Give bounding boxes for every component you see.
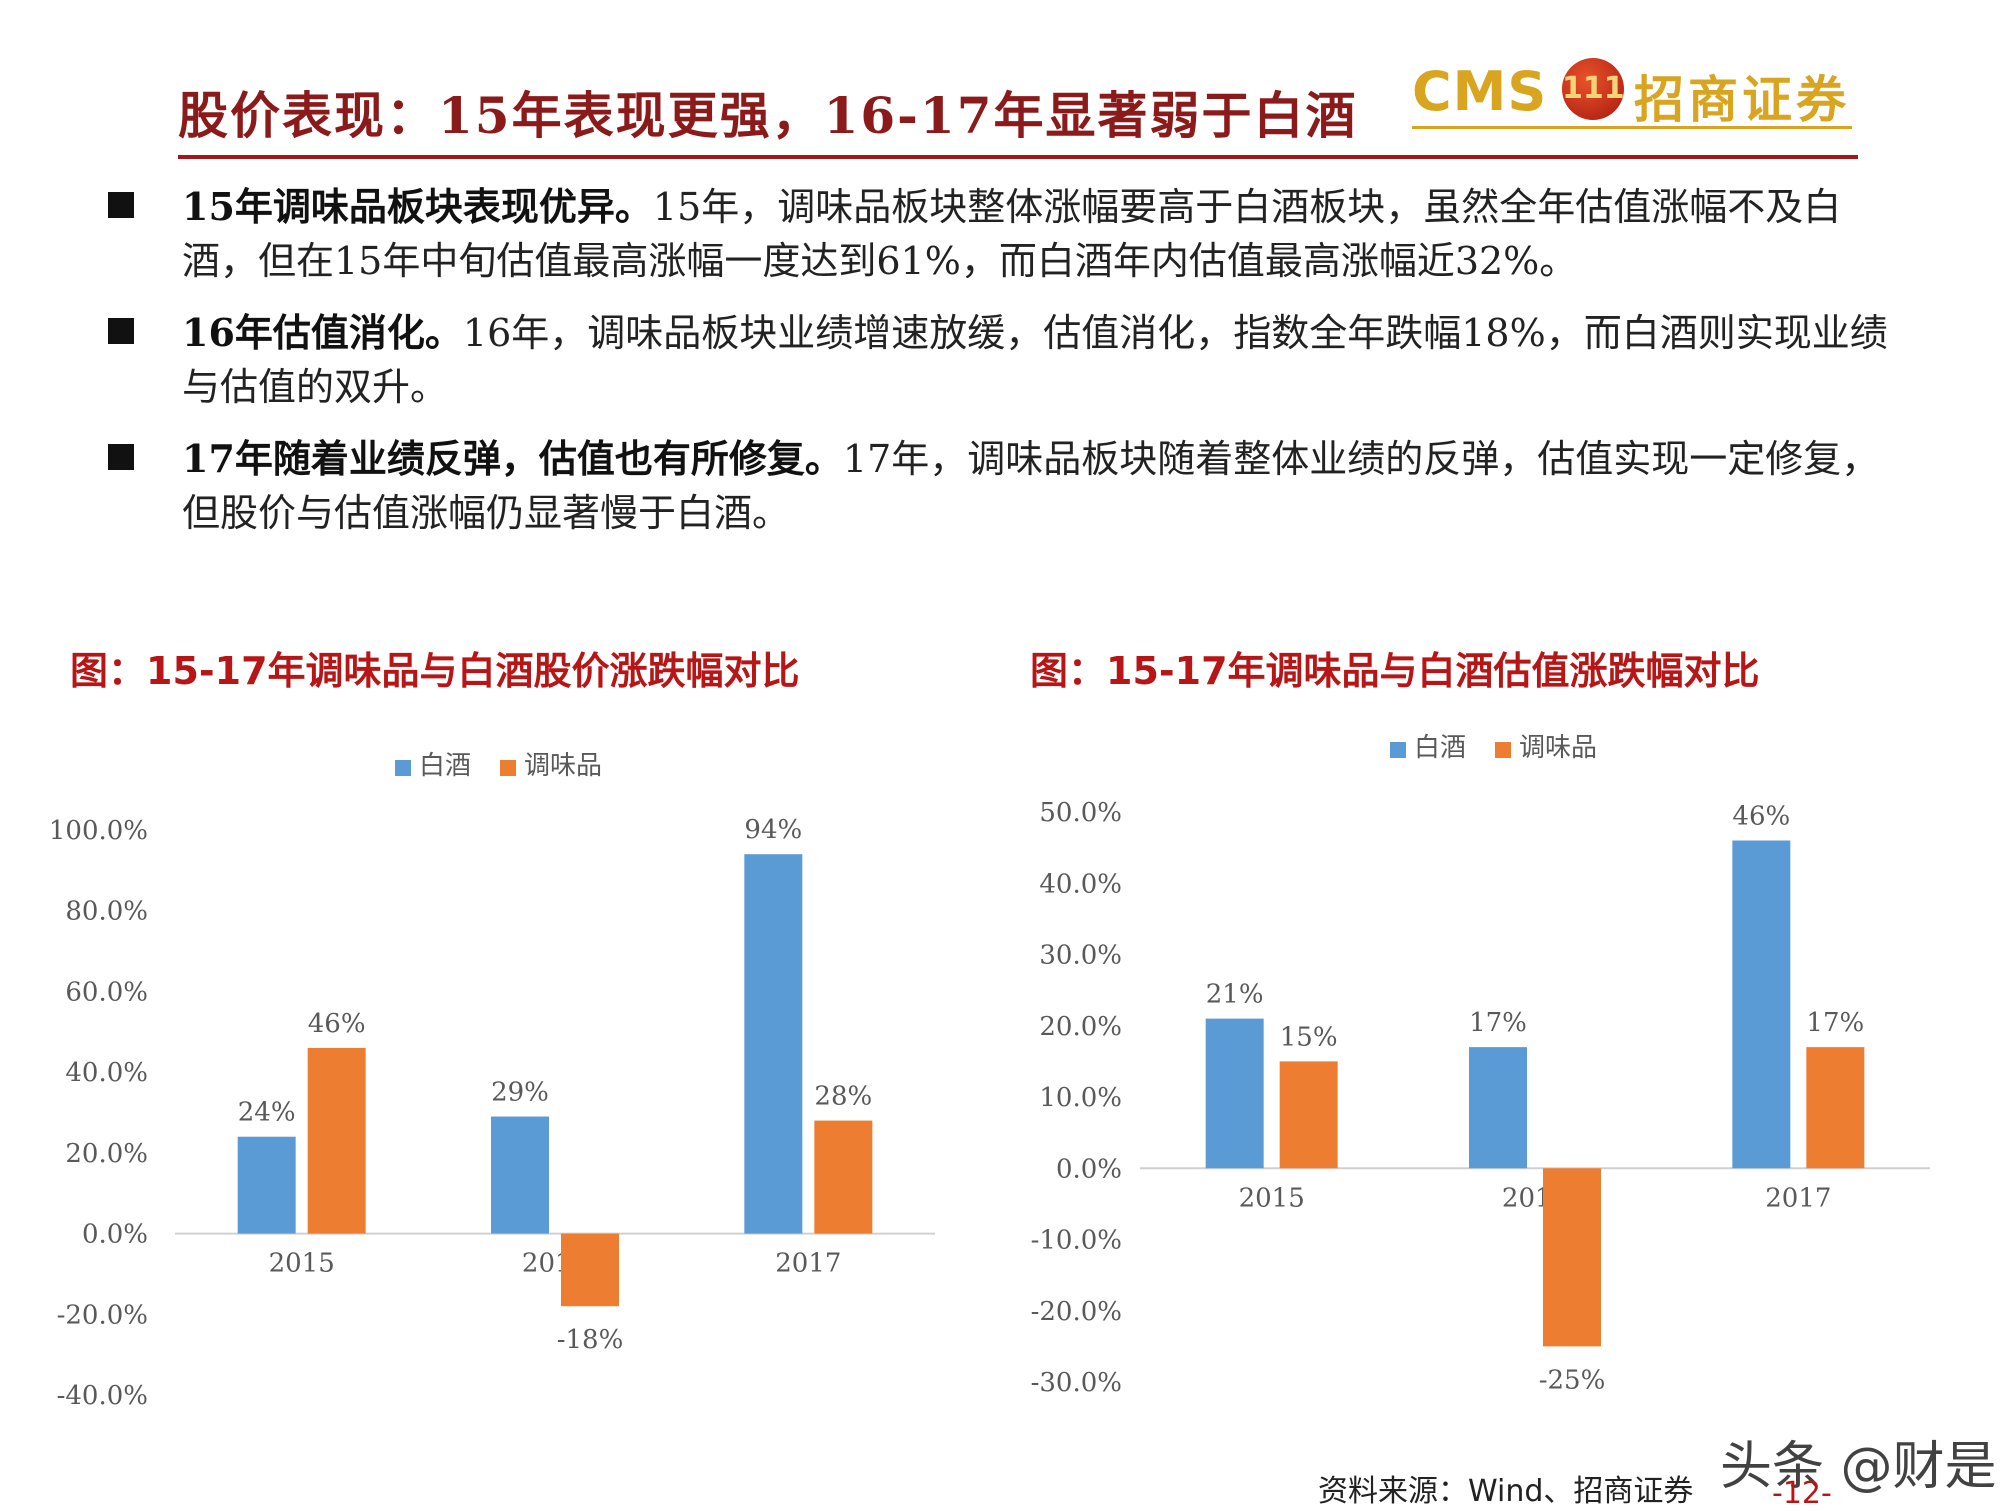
legend-label: 白酒 <box>419 751 471 781</box>
bullet-lead: 15年调味品板块表现优异。 <box>182 184 653 229</box>
square-bullet-icon <box>108 318 134 344</box>
data-label: 29% <box>491 1078 549 1108</box>
data-label: 21% <box>1206 980 1264 1010</box>
data-label: -18% <box>557 1325 624 1355</box>
legend-label: 调味品 <box>524 751 602 781</box>
page-number: -12- <box>1772 1476 1832 1511</box>
x-tick-label: 2017 <box>775 1249 841 1279</box>
y-tick-label: 80.0% <box>65 897 148 927</box>
data-label: 24% <box>238 1098 296 1128</box>
x-tick-label: 2017 <box>1765 1183 1831 1213</box>
bullet-body: 15年，调味品板块整体涨幅要高于白酒板块，虽然全年估值涨幅不及白酒，但在15年中… <box>182 185 1842 283</box>
data-label: 28% <box>814 1082 872 1112</box>
data-label: 46% <box>1732 802 1790 832</box>
bar <box>1279 1061 1338 1169</box>
y-tick-label: 40.0% <box>1039 869 1122 899</box>
logo-company-name: 招商证券 <box>1634 70 1850 129</box>
bar <box>1205 1018 1264 1169</box>
y-tick-label: 40.0% <box>65 1058 148 1088</box>
source-note: 资料来源：Wind、招商证券 <box>1318 1474 1694 1509</box>
bullet-body: 17年，调味品板块随着整体业绩的反弹，估值实现一定修复，但股价与估值涨幅仍显著慢… <box>182 437 1880 535</box>
data-label: 15% <box>1280 1022 1338 1052</box>
cms-logo: CMS 111 招商证券 <box>1412 56 1852 129</box>
bullet-item: 17年随着业绩反弹，估值也有所修复。17年，调味品板块随着整体业绩的反弹，估值实… <box>108 432 1908 540</box>
bar <box>1806 1047 1865 1169</box>
data-label: 94% <box>744 815 802 845</box>
square-bullet-icon <box>108 192 134 218</box>
title-divider <box>178 155 1858 159</box>
y-tick-label: 0.0% <box>82 1220 148 1250</box>
bullet-body: 16年，调味品板块业绩增速放缓，估值消化，指数全年跌幅18%，而白酒则实现业绩与… <box>182 311 1888 409</box>
bar <box>491 1116 549 1234</box>
y-tick-label: -40.0% <box>57 1381 148 1411</box>
data-label: 17% <box>1469 1008 1527 1038</box>
y-tick-label: 30.0% <box>1039 941 1122 971</box>
bar <box>1732 840 1791 1169</box>
y-tick-label: -20.0% <box>1031 1297 1122 1327</box>
logo-cms-text: CMS <box>1412 60 1548 123</box>
bullet-list: 15年调味品板块表现优异。15年，调味品板块整体涨幅要高于白酒板块，虽然全年估值… <box>108 180 1908 558</box>
bullet-lead: 17年随着业绩反弹，估值也有所修复。 <box>182 436 843 481</box>
y-tick-label: 50.0% <box>1039 798 1122 828</box>
y-tick-label: 20.0% <box>65 1139 148 1169</box>
data-label: 46% <box>308 1009 366 1039</box>
x-tick-label: 2015 <box>269 1249 335 1279</box>
bullet-lead: 16年估值消化。 <box>182 310 463 355</box>
chart-title-price: 图：15-17年调味品与白酒股价涨跌幅对比 <box>70 649 800 693</box>
y-tick-label: 20.0% <box>1039 1012 1122 1042</box>
price-change-chart: 白酒 调味品 100.0% 80.0% 60.0% 40.0% 20.0% 0.0% -20.0… <box>49 751 935 1411</box>
y-tick-label: 100.0% <box>49 816 148 846</box>
y-tick-label: -30.0% <box>1031 1368 1122 1398</box>
square-bullet-icon <box>108 444 134 470</box>
bar <box>1469 1047 1527 1169</box>
data-label: -25% <box>1539 1365 1606 1395</box>
y-tick-label: 60.0% <box>65 977 148 1007</box>
y-tick-label: -10.0% <box>1031 1226 1122 1256</box>
valuation-change-chart: 白酒 调味品 50.0% 40.0% 30.0% 20.0% 10.0% 0.0% -10.0%… <box>1031 733 1930 1398</box>
y-tick-label: 0.0% <box>1056 1154 1122 1184</box>
bullet-item: 16年估值消化。16年，调味品板块业绩增速放缓，估值消化，指数全年跌幅18%，而… <box>108 306 1908 414</box>
data-label: 17% <box>1806 1008 1864 1038</box>
bar <box>561 1233 619 1307</box>
y-tick-label: 10.0% <box>1039 1083 1122 1113</box>
bar <box>237 1136 296 1234</box>
x-tick-label: 2015 <box>1239 1183 1305 1213</box>
legend-swatch <box>1495 742 1511 758</box>
legend-swatch <box>395 760 411 776</box>
legend-swatch <box>500 760 516 776</box>
y-tick-label: -20.0% <box>57 1300 148 1330</box>
legend-label: 调味品 <box>1519 733 1597 763</box>
logo-badge-icon: 111 <box>1562 58 1625 120</box>
slide-title: 股价表现：15年表现更强，16-17年显著弱于白酒 <box>178 86 1358 145</box>
bar <box>814 1120 873 1234</box>
watermark: 头条 @财是 <box>1720 1437 1997 1497</box>
bar <box>1543 1168 1601 1347</box>
bullet-item: 15年调味品板块表现优异。15年，调味品板块整体涨幅要高于白酒板块，虽然全年估值… <box>108 180 1908 288</box>
legend-label: 白酒 <box>1414 733 1466 763</box>
bar <box>744 854 803 1234</box>
chart-title-valuation: 图：15-17年调味品与白酒估值涨跌幅对比 <box>1030 649 1760 693</box>
legend-swatch <box>1390 742 1406 758</box>
bar <box>307 1047 366 1234</box>
logo-underline <box>1412 126 1852 129</box>
